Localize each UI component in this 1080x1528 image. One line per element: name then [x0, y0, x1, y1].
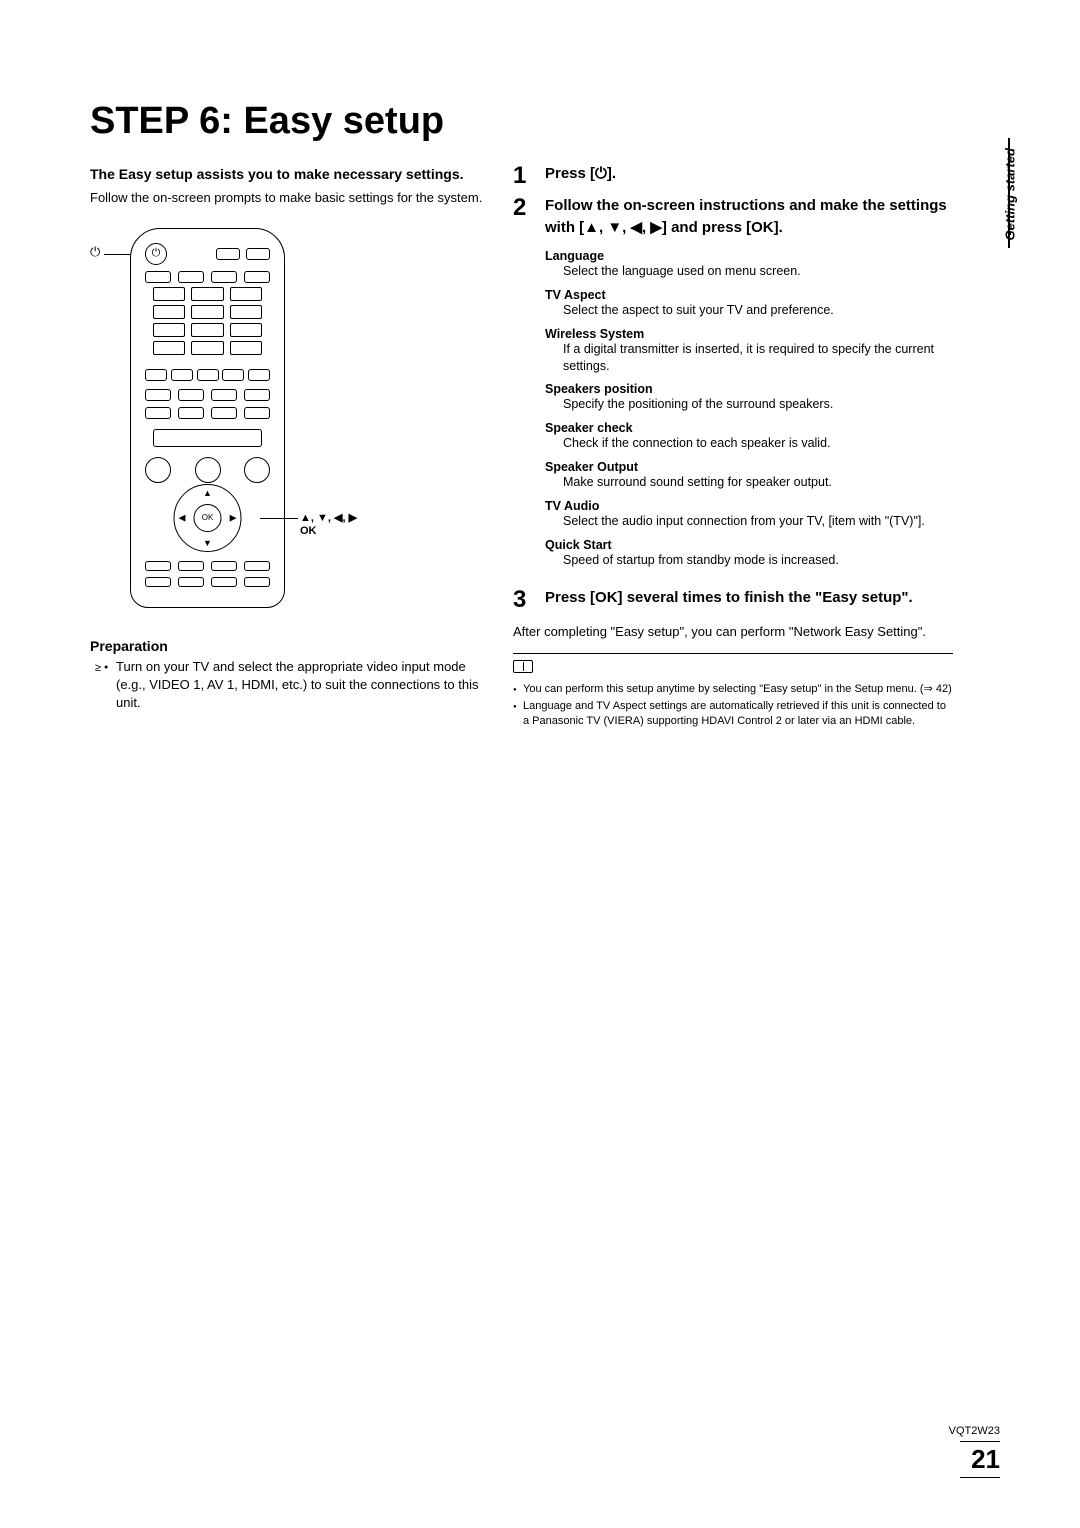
- left-column: The Easy setup assists you to make neces…: [90, 163, 485, 731]
- preparation-item: Turn on your TV and select the appropria…: [104, 658, 485, 713]
- after-setup-text: After completing "Easy setup", you can p…: [513, 623, 953, 641]
- note-icon: [513, 660, 533, 673]
- remote-ok-button: OK: [194, 504, 222, 532]
- setting-item: TV AspectSelect the aspect to suit your …: [545, 288, 953, 319]
- step-text: Press [OK] several times to finish the "…: [545, 587, 953, 609]
- preparation-heading: Preparation: [90, 638, 485, 654]
- step-number: 3: [513, 587, 535, 613]
- page-footer: VQT2W23 21: [949, 1425, 1000, 1478]
- power-icon: ⏻: [90, 244, 100, 259]
- setting-text: Select the aspect to suit your TV and pr…: [545, 302, 953, 319]
- note-item: You can perform this setup anytime by se…: [513, 682, 953, 697]
- setting-text: Specify the positioning of the surround …: [545, 396, 953, 413]
- right-column: 1 Press [⏻]. 2 Follow the on-screen inst…: [513, 163, 953, 731]
- remote-power-button: ⏻: [145, 243, 167, 265]
- step-number: 2: [513, 195, 535, 239]
- setting-text: Check if the connection to each speaker …: [545, 435, 953, 452]
- note-divider: [513, 653, 953, 654]
- settings-list: LanguageSelect the language used on menu…: [545, 249, 953, 569]
- step-text: Press [⏻].: [545, 163, 953, 185]
- content-columns: The Easy setup assists you to make neces…: [90, 163, 1000, 731]
- setting-title: TV Aspect: [545, 288, 953, 302]
- intro-text: Follow the on-screen prompts to make bas…: [90, 189, 485, 207]
- setting-item: Wireless SystemIf a digital transmitter …: [545, 327, 953, 375]
- intro-bold: The Easy setup assists you to make neces…: [90, 163, 485, 185]
- callout-power: ⏻: [90, 244, 100, 260]
- setting-item: Speaker checkCheck if the connection to …: [545, 421, 953, 452]
- setting-title: Wireless System: [545, 327, 953, 341]
- setting-text: Make surround sound setting for speaker …: [545, 474, 953, 491]
- setting-item: LanguageSelect the language used on menu…: [545, 249, 953, 280]
- setting-item: Quick StartSpeed of startup from standby…: [545, 538, 953, 569]
- callout-ok: ▲, ▼, ◀, ▶ OK: [300, 512, 357, 538]
- setting-text: Select the audio input connection from y…: [545, 513, 953, 530]
- page-number: 21: [949, 1444, 1000, 1475]
- document-code: VQT2W23: [949, 1425, 1000, 1437]
- step-2: 2 Follow the on-screen instructions and …: [513, 195, 953, 239]
- setting-text: If a digital transmitter is inserted, it…: [545, 341, 953, 375]
- setting-item: Speakers positionSpecify the positioning…: [545, 382, 953, 413]
- remote-dpad: ▲▼◀▶ OK: [160, 484, 255, 552]
- preparation-list: Turn on your TV and select the appropria…: [90, 658, 485, 713]
- setting-title: Quick Start: [545, 538, 953, 552]
- note-item: Language and TV Aspect settings are auto…: [513, 699, 953, 729]
- step-text: Follow the on-screen instructions and ma…: [545, 195, 953, 239]
- setting-title: Speakers position: [545, 382, 953, 396]
- step-1: 1 Press [⏻].: [513, 163, 953, 189]
- page-title: STEP 6: Easy setup: [90, 100, 1000, 143]
- remote-illustration: ⏻ ⏻: [130, 228, 485, 608]
- step-3: 3 Press [OK] several times to finish the…: [513, 587, 953, 613]
- setting-text: Speed of startup from standby mode is in…: [545, 552, 953, 569]
- setting-item: Speaker OutputMake surround sound settin…: [545, 460, 953, 491]
- setting-title: Language: [545, 249, 953, 263]
- setting-text: Select the language used on menu screen.: [545, 263, 953, 280]
- notes-list: You can perform this setup anytime by se…: [513, 682, 953, 729]
- section-tab: Getting started: [1002, 148, 1017, 240]
- setting-title: TV Audio: [545, 499, 953, 513]
- remote-body: ⏻ ▲▼◀▶ OK: [130, 228, 285, 608]
- setting-title: Speaker check: [545, 421, 953, 435]
- step-number: 1: [513, 163, 535, 189]
- setting-item: TV AudioSelect the audio input connectio…: [545, 499, 953, 530]
- setting-title: Speaker Output: [545, 460, 953, 474]
